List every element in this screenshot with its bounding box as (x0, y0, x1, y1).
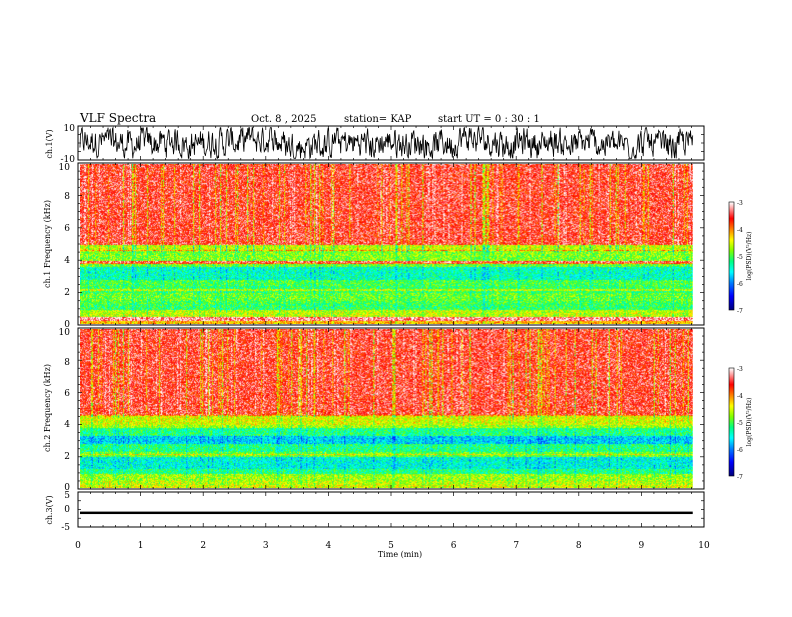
time-tick-label: 7 (513, 541, 519, 551)
ch1-ylabel: ch.1(V) (45, 129, 54, 158)
ch2-freq-tick-8: 8 (64, 358, 70, 368)
time-tick-label: 2 (200, 541, 206, 551)
ch1-freq-tick-10: 10 (59, 163, 71, 173)
ch1-waveform-panel: 10 -10 ch.1(V) (45, 124, 705, 165)
header-date: Oct. 8 , 2025 (251, 114, 317, 125)
ch3-waveform-panel: 5 0 -5 ch.3(V) (45, 491, 705, 533)
time-tick-label: 6 (451, 541, 457, 551)
ch3-waveform-frame (77, 491, 705, 528)
time-tick-label: 9 (639, 541, 645, 551)
ch2-freq-tick-10: 10 (59, 328, 71, 338)
ch2-cbar-tick-m6: -6 (737, 447, 743, 454)
ch2-spectrogram-frame (77, 327, 705, 490)
ch1-freq-tick-0: 0 (64, 320, 70, 330)
ch1-freq-tick-6: 6 (64, 224, 70, 234)
ch3-ytick-0: 0 (64, 505, 70, 515)
ch1-cbar-tick-m7: -7 (737, 308, 743, 315)
ch2-cbar-tick-m5: -5 (737, 420, 743, 427)
ch1-waveform-frame (77, 125, 705, 161)
time-tick-label: 5 (388, 541, 394, 551)
figure-title: VLF Spectra (79, 111, 156, 125)
ch1-freq-tick-8: 8 (64, 192, 70, 202)
ch2-cbar-label: log(PSD)(V²/Hz) (746, 398, 753, 447)
ch2-spectrogram-panel: 0 2 4 6 8 10 ch.2 Frequency (kHz) -3 -4 … (43, 327, 753, 493)
time-tick-label: 8 (576, 541, 582, 551)
ch1-freq-tick-4: 4 (64, 256, 70, 266)
time-tick-label: 4 (326, 541, 332, 551)
ch2-freq-tick-4: 4 (64, 420, 70, 430)
ch2-cbar-tick-m3: -3 (737, 366, 743, 373)
ch2-cbar-tick-m4: -4 (737, 393, 743, 400)
ch3-waveform-ticks (77, 491, 705, 528)
ch1-cbar-tick-m6: -6 (737, 281, 743, 288)
time-tick-label: 1 (138, 541, 144, 551)
ch2-cbar-tick-m7: -7 (737, 474, 743, 481)
ch1-colorbar-frame (728, 201, 735, 311)
time-tick-label: 0 (75, 541, 81, 551)
time-axis-ticklabels: 0 1 2 3 4 5 6 7 8 9 10 (75, 541, 710, 551)
ch1-spectrogram-panel: 0 2 4 6 8 10 ch.1 Frequency (kHz) -3 -4 … (43, 162, 753, 330)
time-tick-label: 10 (698, 541, 710, 551)
ch1-cbar-tick-m3: -3 (737, 200, 743, 207)
time-axis-label: Time (min) (378, 550, 422, 559)
ch1-waveform-line (79, 126, 694, 160)
ch1-freq-tick-2: 2 (64, 288, 70, 298)
header-start-ut: start UT = 0 : 30 : 1 (438, 114, 540, 125)
ch3-ytick-5: 5 (64, 491, 70, 501)
ch2-freq-tick-6: 6 (64, 389, 70, 399)
ch1-spectrogram-frame (77, 162, 705, 326)
ch3-ylabel: ch.3(V) (45, 495, 54, 524)
ch1-ytick-bottom: -10 (61, 155, 76, 165)
time-tick-label: 3 (263, 541, 269, 551)
header-station: station= KAP (344, 114, 412, 125)
ch1-spectrogram-image (80, 164, 693, 324)
ch2-spectrogram-image (80, 329, 693, 488)
ch2-freq-ylabel: ch.2 Frequency (kHz) (43, 364, 52, 452)
ch3-waveform-trace (80, 511, 693, 515)
ch2-colorbar (729, 368, 734, 476)
ch1-cbar-label: log(PSD)(V²/Hz) (746, 232, 753, 281)
ch1-cbar-tick-m4: -4 (737, 227, 743, 234)
ch2-freq-tick-2: 2 (64, 452, 70, 462)
ch2-freq-tick-0: 0 (64, 483, 70, 493)
ch2-colorbar-frame (728, 367, 735, 477)
ch3-ytick-m5: -5 (61, 523, 70, 533)
ch1-colorbar (729, 202, 734, 310)
ch1-freq-ylabel: ch.1 Frequency (kHz) (43, 200, 52, 288)
ch1-ytick-top: 10 (64, 124, 76, 134)
ch1-cbar-tick-m5: -5 (737, 254, 743, 261)
